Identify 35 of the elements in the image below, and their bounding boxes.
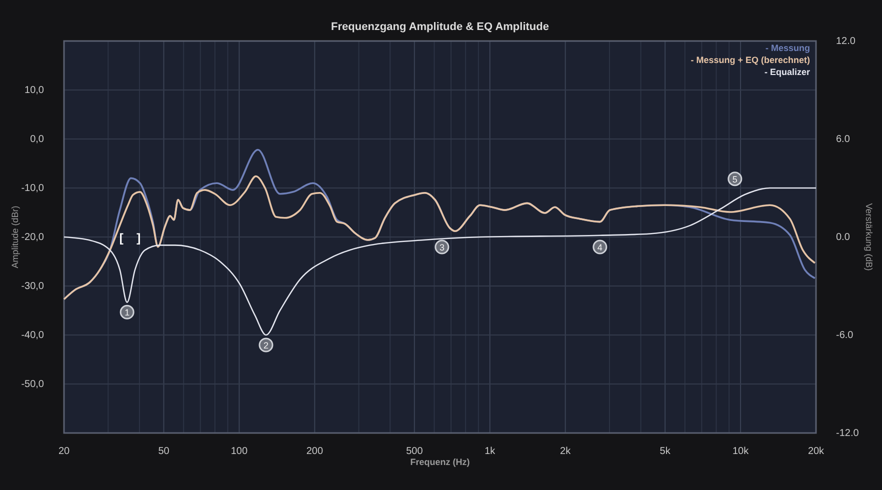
annotation: 5	[732, 174, 738, 184]
y-tick-label: -20,0	[21, 232, 44, 244]
y2-tick-label: 6.0	[836, 134, 850, 146]
x-tick-label: 500	[406, 446, 424, 458]
x-tick-label: 1k	[484, 446, 496, 458]
annotation: 2	[263, 340, 269, 350]
x-tick-label: 200	[306, 446, 324, 458]
x-tick-label: 5k	[660, 446, 672, 458]
text: - Equalizer	[764, 67, 810, 77]
x-tick-label: 100	[230, 446, 248, 458]
chart-title: Frequenzgang Amplitude & EQ Amplitude	[331, 21, 549, 33]
x-axis-title: Frequenz (Hz)	[410, 457, 470, 467]
text: - Messung	[765, 43, 810, 53]
annotation: 3	[439, 242, 444, 252]
y-tick-label: -30,0	[21, 281, 44, 292]
y2-tick-label: 0.0	[836, 232, 850, 244]
y2-tick-label: -6.0	[836, 330, 854, 342]
y2-tick-label: -12.0	[836, 428, 860, 440]
x-tick-label: 10k	[732, 446, 750, 458]
y2-tick-label: 12.0	[836, 36, 856, 48]
x-tick-label: 2k	[560, 446, 572, 458]
text: - Messung + EQ (berechnet)	[690, 55, 810, 65]
annotation: 4	[597, 242, 602, 252]
y-tick-label: -10,0	[21, 183, 44, 194]
x-tick-label: 20	[58, 446, 70, 458]
y-axis-title: Amplitude (dBr)	[10, 206, 20, 268]
y-tick-label: 0,0	[30, 134, 44, 146]
y-tick-label: -50,0	[21, 379, 44, 390]
y-tick-label: -40,0	[21, 330, 44, 342]
y-tick-label: 10,0	[24, 85, 44, 96]
annotation: [ ]	[119, 231, 141, 245]
y2-axis-title: Verstärkung (dB)	[864, 203, 874, 271]
annotation: 1	[124, 308, 130, 318]
x-tick-label: 50	[158, 446, 170, 458]
x-tick-label: 20k	[808, 446, 826, 458]
